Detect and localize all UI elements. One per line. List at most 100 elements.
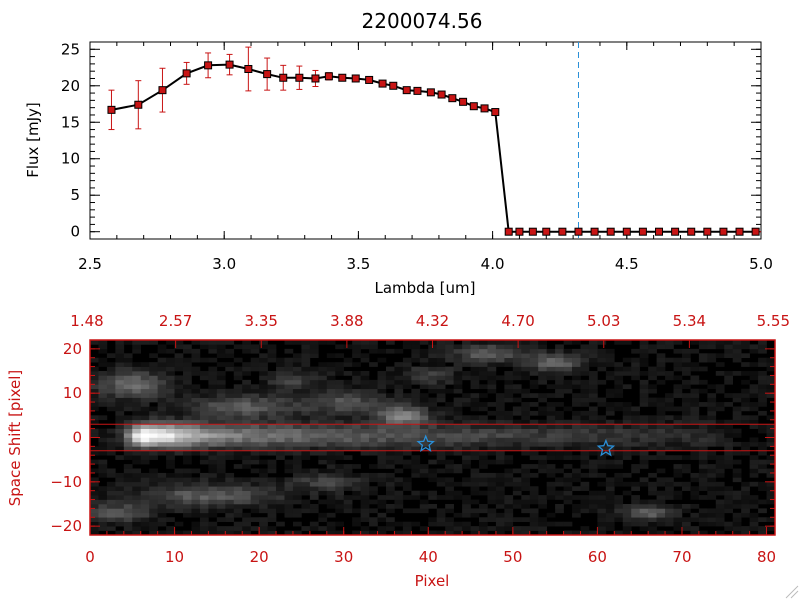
heatmap-cell	[521, 428, 531, 434]
heatmap-cell	[360, 397, 370, 403]
heatmap-cell	[166, 472, 175, 478]
heatmap-cell	[343, 495, 353, 500]
heatmap-cell	[487, 450, 497, 456]
heatmap-cell	[132, 419, 142, 425]
heatmap-cell	[572, 428, 581, 434]
heatmap-cell	[758, 486, 767, 491]
heatmap-cell	[690, 428, 700, 434]
heatmap-cell	[495, 357, 505, 363]
heatmap-cell	[665, 433, 674, 438]
heatmap-cell	[98, 526, 108, 531]
heatmap-cell	[216, 508, 226, 514]
heatmap-cell	[436, 379, 446, 385]
heatmap-cell	[216, 393, 226, 398]
heatmap-cell	[690, 477, 700, 483]
heatmap-cell	[512, 437, 522, 443]
heatmap-cell	[360, 424, 370, 429]
heatmap-cell	[428, 450, 438, 456]
heatmap-cell	[741, 499, 750, 505]
heatmap-cell	[174, 441, 184, 447]
heatmap-cell	[183, 371, 192, 376]
heatmap-cell	[639, 503, 649, 509]
heatmap-cell	[411, 446, 421, 452]
heatmap-cell	[724, 371, 734, 376]
heatmap-cell	[741, 526, 750, 531]
heatmap-cell	[758, 530, 767, 536]
heatmap-cell	[470, 393, 480, 398]
heatmap-cell	[614, 481, 624, 487]
heatmap-cell	[656, 410, 666, 416]
heatmap-cell	[250, 362, 260, 367]
heatmap-cell	[614, 402, 624, 407]
heatmap-cell	[208, 468, 218, 474]
heatmap-cell	[470, 415, 480, 421]
heatmap-cell	[174, 468, 184, 474]
heatmap-cell	[276, 406, 285, 412]
heatmap-cell	[690, 415, 700, 421]
heatmap-cell	[648, 397, 657, 403]
heatmap-cell	[276, 481, 285, 487]
heatmap-cell	[512, 406, 522, 412]
heatmap-cell	[758, 499, 767, 505]
heatmap-cell	[529, 495, 539, 500]
heatmap-cell	[385, 415, 395, 421]
heatmap-cell	[385, 464, 395, 469]
heatmap-cell	[690, 402, 700, 407]
heatmap-cell	[681, 481, 691, 487]
heatmap-cell	[622, 481, 632, 487]
heatmap-cell	[106, 441, 116, 447]
spectrum-x-axis-title: Lambda [um]	[375, 279, 476, 297]
heatmap-cell	[681, 455, 691, 460]
heatmap-cell	[631, 486, 640, 491]
heatmap-cell	[267, 353, 277, 359]
heatmap-cell	[732, 450, 742, 456]
heatmap-cell	[690, 472, 700, 478]
heatmap-cell	[529, 526, 539, 531]
heatmap-cell	[140, 495, 150, 500]
heatmap-cell	[115, 441, 125, 447]
heatmap-cell	[394, 379, 404, 385]
heatmap-cell	[521, 410, 531, 416]
heatmap-cell	[588, 490, 598, 496]
heatmap-cell	[199, 521, 209, 527]
data-point	[622, 227, 631, 236]
heatmap-cell	[233, 499, 243, 505]
heatmap-cell	[191, 357, 201, 363]
heatmap-cell	[242, 512, 251, 518]
heatmap-cell	[106, 384, 116, 390]
heatmap-cell	[309, 526, 319, 531]
heatmap-cell	[495, 419, 505, 425]
heatmap-cell	[428, 495, 438, 500]
heatmap-cell	[149, 397, 158, 403]
heatmap-cell	[106, 437, 116, 443]
heatmap-cell	[377, 348, 387, 354]
heatmap-cell	[766, 424, 776, 429]
heatmap-cell	[385, 393, 395, 398]
heatmap-cell	[724, 450, 734, 456]
heatmap-cell	[479, 459, 488, 465]
heatmap-cell	[656, 530, 666, 536]
heatmap-cell	[495, 406, 505, 412]
heatmap-cell	[428, 415, 438, 421]
heatmap-cell	[369, 433, 378, 438]
heatmap-cell	[766, 499, 776, 505]
heatmap-cell	[394, 459, 404, 465]
heatmap-cell	[588, 437, 598, 443]
heatmap-cell	[495, 344, 505, 350]
heatmap-cell	[487, 508, 497, 514]
heatmap-cell	[267, 446, 277, 452]
heatmap-cell	[174, 340, 184, 345]
heatmap-cell	[318, 450, 328, 456]
heatmap-cell	[673, 521, 683, 527]
resize-grip-icon[interactable]	[785, 585, 799, 599]
heatmap-cell	[605, 419, 615, 425]
heatmap-cell	[495, 375, 505, 381]
heatmap-cell	[419, 508, 429, 514]
heatmap-cell	[648, 366, 657, 372]
heatmap-cell	[157, 450, 167, 456]
heatmap-cell	[284, 530, 294, 536]
heatmap-cell	[208, 526, 218, 531]
heatmap-cell	[648, 472, 657, 478]
heatmap-cell	[656, 441, 666, 447]
heatmap-cell	[563, 472, 573, 478]
